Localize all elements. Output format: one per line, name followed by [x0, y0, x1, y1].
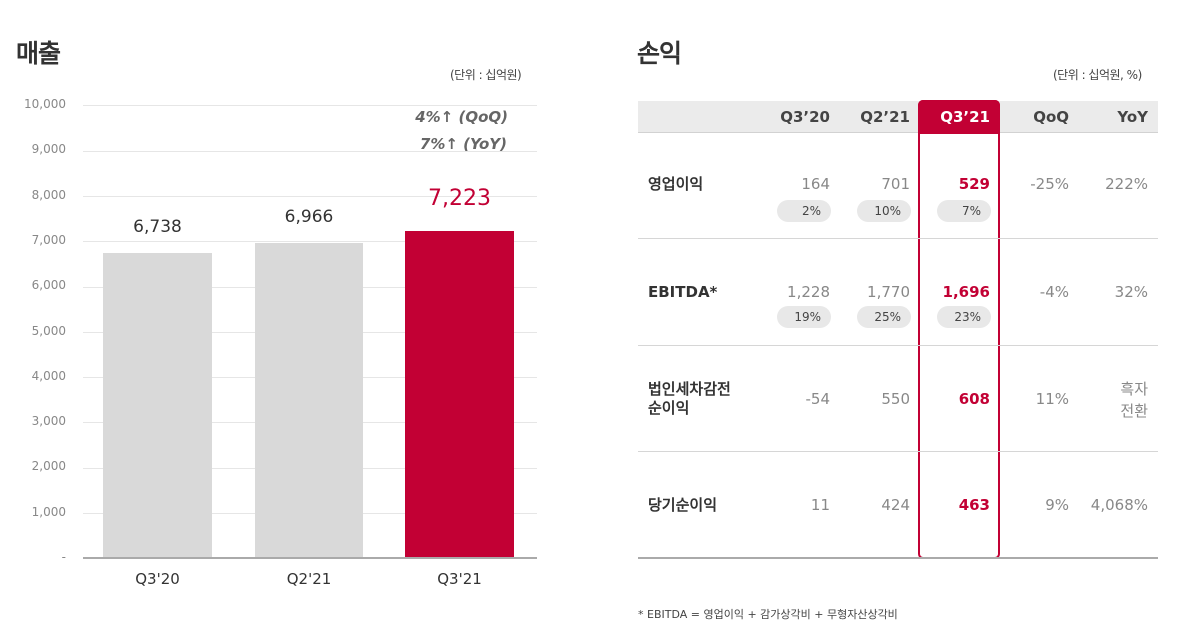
row-divider: [638, 451, 1158, 452]
gridline: [83, 151, 537, 152]
margin-pill: 10%: [857, 200, 911, 222]
cell-q2-21: 1,770: [867, 283, 910, 301]
gridline: [83, 105, 537, 106]
row-divider: [638, 238, 1158, 239]
row-label-line1: 법인세차감전: [648, 380, 731, 398]
gridline: [83, 196, 537, 197]
cell-q3-21: 529: [958, 175, 990, 193]
cell-q3-20: -54: [805, 390, 831, 408]
margin-pill: 23%: [937, 306, 991, 328]
bar-value-label: 6,966: [284, 207, 334, 227]
cell-q3-21: 608: [958, 390, 990, 408]
x-axis-line: [83, 557, 537, 559]
cell-yoy-line2: 전환: [1120, 402, 1148, 420]
cell-q3-20: 164: [801, 175, 830, 193]
highlight-column-frame: [918, 100, 1000, 559]
row-divider: [638, 345, 1158, 346]
ebitda-footnote: * EBITDA = 영업이익 + 감가상각비 + 무형자산상각비: [638, 608, 898, 621]
table-bottom-border: [638, 557, 1158, 559]
cell-yoy: 222%: [1105, 175, 1148, 193]
x-tick: Q3'21: [437, 570, 482, 588]
col-header-q3-21: Q3’21: [940, 108, 990, 126]
margin-pill: 19%: [777, 306, 831, 328]
cell-qoq: -25%: [1030, 175, 1069, 193]
y-tick: 7,000: [31, 233, 66, 247]
y-tick: 6,000: [31, 278, 66, 292]
bar-value-label: 6,738: [133, 217, 182, 237]
growth-qoq: 4%↑ (QoQ): [415, 108, 508, 126]
cell-yoy: 32%: [1114, 283, 1148, 301]
cell-q2-21: 701: [881, 175, 910, 193]
cell-qoq: -4%: [1039, 283, 1069, 301]
y-tick: 3,000: [31, 414, 66, 428]
pnl-unit-label: (단위 : 십억원, %): [1053, 68, 1142, 82]
revenue-unit-label: (단위 : 십억원): [450, 68, 522, 82]
col-header-q2-21: Q2’21: [860, 108, 910, 126]
margin-pill: 25%: [857, 306, 911, 328]
cell-q3-21: 1,696: [942, 283, 990, 301]
row-label-line2: 순이익: [648, 399, 690, 417]
row-label: 당기순이익: [648, 496, 718, 514]
col-header-yoy: YoY: [1117, 108, 1148, 126]
cell-q3-20: 11: [810, 496, 830, 514]
bar-q3-21: [405, 231, 514, 558]
cell-q3-20: 1,228: [787, 283, 830, 301]
col-header-q3-20: Q3’20: [780, 108, 830, 126]
highlight-column-header: [918, 100, 1000, 134]
y-tick: 8,000: [31, 188, 66, 202]
y-tick: 1,000: [31, 505, 66, 519]
cell-yoy: 4,068%: [1090, 496, 1148, 514]
y-tick: 2,000: [31, 459, 66, 473]
pnl-title: 손익: [637, 39, 682, 68]
gridline: [83, 241, 537, 242]
growth-yoy: 7%↑ (YoY): [419, 135, 507, 153]
cell-qoq: 9%: [1045, 496, 1069, 514]
col-header-qoq: QoQ: [1033, 108, 1069, 126]
x-tick: Q3'20: [135, 570, 180, 588]
cell-q2-21: 550: [881, 390, 910, 408]
cell-q3-21: 463: [958, 496, 990, 514]
bar-q3-20: [103, 253, 212, 558]
x-tick: Q2'21: [286, 570, 332, 588]
y-tick: -: [61, 550, 66, 564]
margin-pill: 2%: [777, 200, 831, 222]
bar-q2-21: [255, 243, 363, 558]
revenue-title: 매출: [16, 39, 61, 68]
table-header-bg: [638, 101, 1158, 133]
y-tick: 5,000: [31, 324, 66, 338]
row-label: 영업이익: [648, 175, 704, 193]
y-tick: 9,000: [31, 142, 66, 156]
cell-qoq: 11%: [1035, 390, 1069, 408]
cell-q2-21: 424: [881, 496, 910, 514]
y-tick: 10,000: [24, 97, 66, 111]
margin-pill: 7%: [937, 200, 991, 222]
y-tick: 4,000: [31, 369, 66, 383]
cell-yoy-line1: 흑자: [1120, 380, 1148, 398]
row-label: EBITDA*: [648, 283, 718, 301]
bar-value-label-highlight: 7,223: [428, 186, 491, 211]
